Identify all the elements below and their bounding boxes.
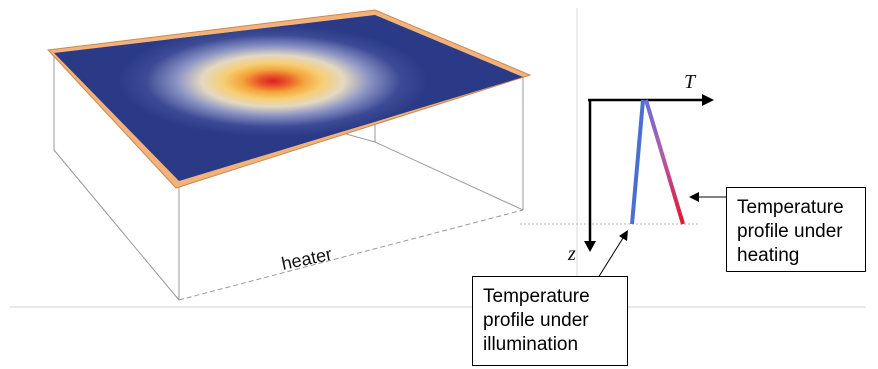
callout-illumination-line-3: illumination xyxy=(483,334,579,355)
heater-label: heater xyxy=(280,244,334,274)
heating-profile-callout: Temperature profile under heating xyxy=(726,187,866,272)
illumination-callout-arrow xyxy=(597,237,624,279)
heating-callout-arrowhead xyxy=(689,192,699,202)
callout-heating-line-3: heating xyxy=(737,245,800,266)
callout-illumination-line-2: profile under xyxy=(483,310,589,331)
illumination-profile-line xyxy=(630,99,645,225)
heat-map-surface xyxy=(54,15,523,181)
illumination-profile-callout: Temperature profile under illumination xyxy=(472,276,628,366)
t-axis-label: T xyxy=(684,71,697,93)
callout-heating-line-1: Temperature xyxy=(737,197,844,218)
heating-profile-line xyxy=(644,99,685,225)
z-axis-label: z xyxy=(567,243,576,265)
callout-heating-line-2: profile under xyxy=(737,221,843,242)
illumination-callout-arrowhead xyxy=(619,230,628,241)
t-axis-arrowhead xyxy=(702,94,714,106)
z-axis-arrowhead xyxy=(584,241,596,252)
callout-illumination-line-1: Temperature xyxy=(483,286,590,307)
hotspot xyxy=(118,25,428,137)
